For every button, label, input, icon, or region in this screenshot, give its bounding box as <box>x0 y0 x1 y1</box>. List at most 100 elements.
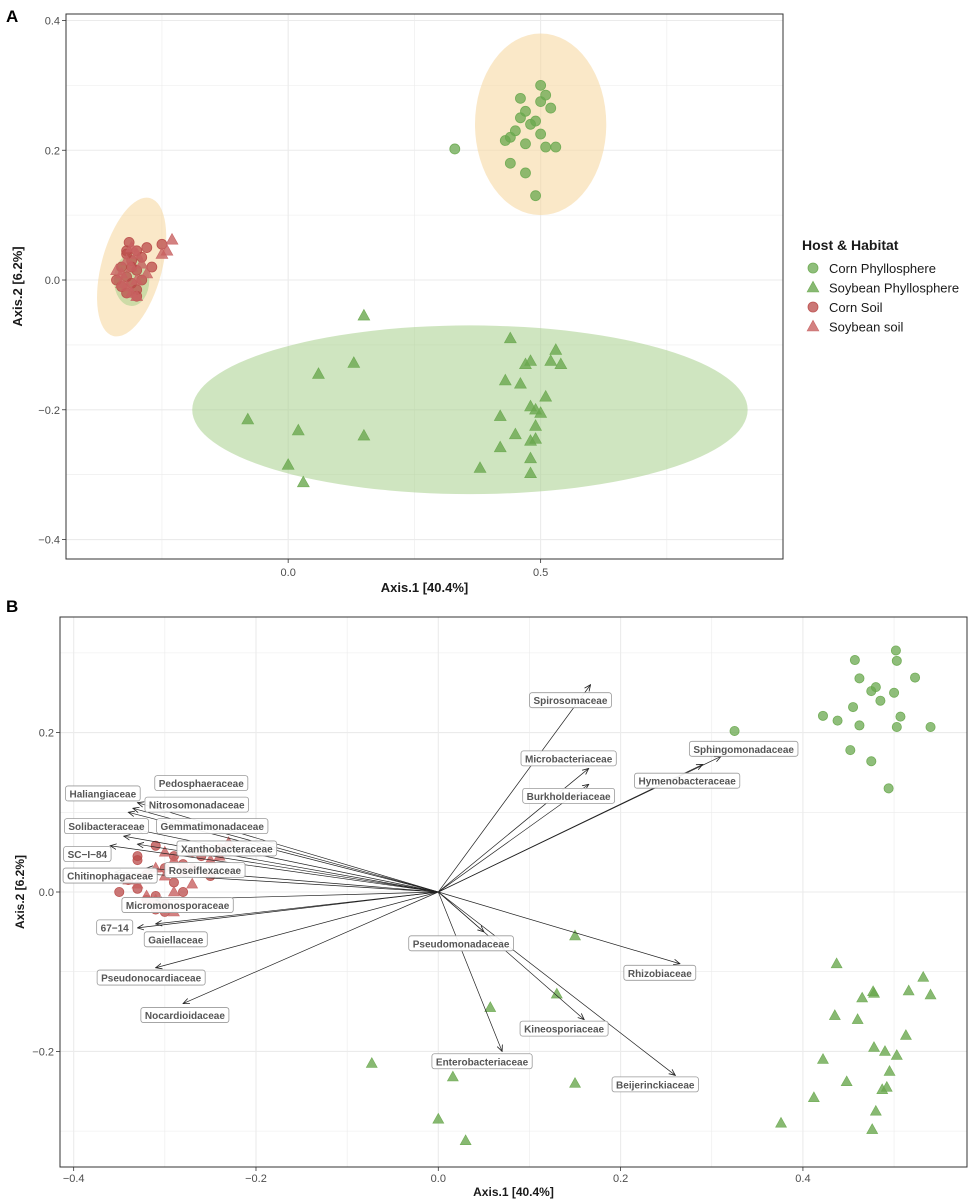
arrow-label: Hymenobacteraceae <box>634 772 741 789</box>
data-point <box>347 356 361 368</box>
x-tick-label: 0.2 <box>613 1173 628 1185</box>
legend-entry: Corn Soil <box>807 300 883 315</box>
data-point <box>357 308 371 321</box>
data-point <box>534 406 548 418</box>
arrow-label-box <box>64 818 149 835</box>
data-point <box>365 1056 378 1068</box>
y-tick-label: 0.0 <box>39 887 54 899</box>
arrow-label-text: Haliangiaceae <box>69 789 136 800</box>
arrow-label-box <box>408 935 514 952</box>
data-point <box>535 96 547 107</box>
data-point <box>459 1134 472 1145</box>
data-point <box>167 885 180 897</box>
loading-arrow <box>183 891 439 1004</box>
y-tick-label: −0.2 <box>38 405 60 417</box>
loading-arrow <box>110 846 439 893</box>
confidence-ellipse <box>192 325 748 495</box>
data-point <box>503 331 517 344</box>
arrow-label-box <box>121 897 234 913</box>
data-point <box>569 929 582 941</box>
data-point <box>178 887 189 898</box>
data-point <box>816 1052 829 1064</box>
arrow-label-text: Gemmatimonadaceae <box>161 822 265 833</box>
x-axis-label: Axis.1 [40.4%] <box>381 580 468 595</box>
data-point <box>432 1112 445 1124</box>
loading-arrow <box>438 891 675 1075</box>
arrow-label-text: Roseiflexaceae <box>169 866 242 877</box>
loading-arrow <box>438 685 590 893</box>
legend-title: Host & Habitat <box>802 237 899 253</box>
arrow-label-text: Gaiellaceae <box>148 935 203 946</box>
data-point <box>840 1075 853 1086</box>
data-point <box>110 263 123 276</box>
data-point <box>141 242 153 253</box>
arrow-label-box <box>634 772 741 789</box>
data-point <box>539 389 553 402</box>
arrow-label: Microbacteriaceae <box>520 750 617 767</box>
arrow-label-box <box>65 785 141 802</box>
data-point <box>535 128 547 140</box>
data-point <box>899 1029 912 1040</box>
data-point <box>828 1009 841 1020</box>
arrow-label-box <box>154 775 249 791</box>
legend-label: Corn Phyllosphere <box>829 261 936 276</box>
data-point <box>895 711 906 722</box>
data-point <box>446 1070 459 1082</box>
data-point <box>513 376 527 389</box>
data-point <box>807 1091 820 1102</box>
y-axis-label: Axis.2 [6.2%] <box>10 246 25 326</box>
arrow-label: Rhizobiaceae <box>623 964 697 981</box>
loading-arrow <box>438 891 680 964</box>
arrow-label-box <box>688 740 799 757</box>
arrow-label-box <box>62 867 158 884</box>
arrow-label-text: Hymenobacteraceae <box>639 777 737 788</box>
y-axis-label: Axis.2 [6.2%] <box>13 855 27 929</box>
arrow-label: Gaiellaceae <box>143 931 208 948</box>
arrow-label-box <box>96 919 134 936</box>
arrow-label-text: Enterobacteriaceae <box>436 1057 529 1068</box>
arrow-label-text: Microbacteriaceae <box>525 754 613 765</box>
arrow-label: Chitinophagaceae <box>62 867 158 884</box>
data-point <box>729 725 740 736</box>
panel-b: B −0.4 −0.2 0.0 0.2 0.4 −0.2 0.0 0.2 Spirosomacea… <box>6 597 968 1199</box>
data-point <box>889 687 900 698</box>
arrow-label: Solibacteraceae <box>64 818 149 835</box>
y-tick-label: 0.0 <box>45 275 60 287</box>
confidence-ellipse <box>474 33 607 216</box>
data-point <box>544 354 558 366</box>
data-point <box>311 367 325 379</box>
data-point <box>140 266 154 279</box>
arrow-label-box <box>96 969 206 986</box>
legend-entry: Corn Phyllosphere <box>807 261 936 276</box>
data-point <box>854 720 865 731</box>
data-point <box>535 79 547 91</box>
loading-arrow <box>137 803 439 893</box>
arrow-label-text: Pseudonocardiaceae <box>101 974 201 985</box>
arrow-label-box <box>143 931 208 948</box>
arrow-label-box <box>144 796 249 813</box>
data-point <box>150 840 161 851</box>
arrow-label-text: Xanthobacteraceae <box>181 844 273 855</box>
arrow-label: Pseudomonadaceae <box>408 935 514 952</box>
arrow-label-box <box>623 964 697 981</box>
data-point <box>449 143 461 155</box>
data-point <box>130 273 144 285</box>
panel-border-a <box>65 13 784 560</box>
arrow-label-box <box>431 1053 533 1070</box>
arrow-label-text: Beijerinckiaceae <box>616 1080 695 1091</box>
panel-a: A 0.0 0.5 −0.4 −0.2 0.0 0.2 0.4 Axis.1 [40.4%] Ax… <box>6 7 784 595</box>
data-point <box>545 102 557 114</box>
y-tick-label: −0.2 <box>32 1046 54 1058</box>
arrow-label-text: Nocardioidaceae <box>145 1011 225 1022</box>
data-point <box>357 428 371 441</box>
data-point <box>876 1083 889 1094</box>
arrow-label: Sphingomonadaceae <box>688 740 799 757</box>
arrow-label: Burkholderiaceae <box>522 787 616 804</box>
data-point <box>281 458 295 470</box>
data-point <box>515 92 526 104</box>
arrow-label-box <box>156 818 269 835</box>
legend-triangle-icon <box>806 280 820 293</box>
y-tick-label: −0.4 <box>38 535 60 547</box>
arrow-label: Nocardioidaceae <box>140 1007 230 1023</box>
